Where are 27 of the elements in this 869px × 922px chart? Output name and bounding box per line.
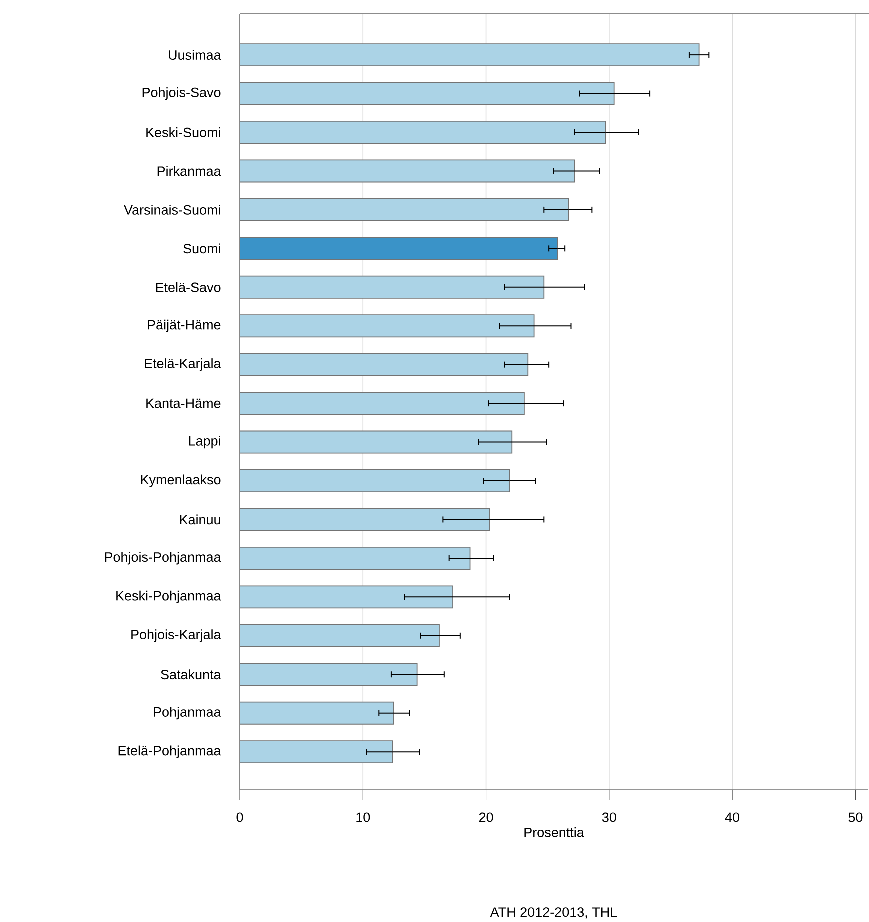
x-tick-label: 20 xyxy=(479,812,494,822)
y-tick-label: Pirkanmaa xyxy=(158,166,222,176)
y-tick-label: Kymenlaakso xyxy=(141,474,221,488)
y-tick-label: Kanta-Häme xyxy=(146,398,221,408)
y-tick-label: Keski-Suomi xyxy=(146,128,220,138)
y-tick-label: Etelä-Karjala xyxy=(145,358,222,372)
y-tick-label: Pohjois-Pohjanmaa xyxy=(105,552,222,565)
x-tick-label: 30 xyxy=(602,812,616,822)
y-tick-label: Pohjanmaa xyxy=(154,707,222,720)
y-tick-label: Satakunta xyxy=(161,670,222,680)
y-tick-label: Etelä-Pohjanmaa xyxy=(118,746,222,758)
y-tick-label: Keski-Pohjanmaa xyxy=(116,590,222,604)
x-tick-label: 10 xyxy=(356,812,370,822)
y-tick-label: Pohjois-Savo xyxy=(142,87,221,100)
y-tick-label: Suomi xyxy=(184,244,220,254)
y-tick-label: Lappi xyxy=(189,436,220,449)
y-tick-label: Uusimaa xyxy=(169,50,222,60)
y-tick-label: Varsinais-Suomi xyxy=(124,204,220,215)
y-tick-label: Etelä-Savo xyxy=(156,282,221,292)
y-tick-label: Kainuu xyxy=(180,514,220,525)
x-tick-label: 50 xyxy=(848,812,863,822)
y-tick-label: Pohjois-Karjala xyxy=(132,630,222,642)
x-tick-label: 0 xyxy=(236,812,244,822)
x-axis-title: Prosenttia xyxy=(524,827,584,838)
x-tick-label: 40 xyxy=(725,812,740,822)
text: ATH 2012-2013, THL xyxy=(490,908,618,919)
y-tick-label: Päijät-Häme xyxy=(148,320,221,332)
